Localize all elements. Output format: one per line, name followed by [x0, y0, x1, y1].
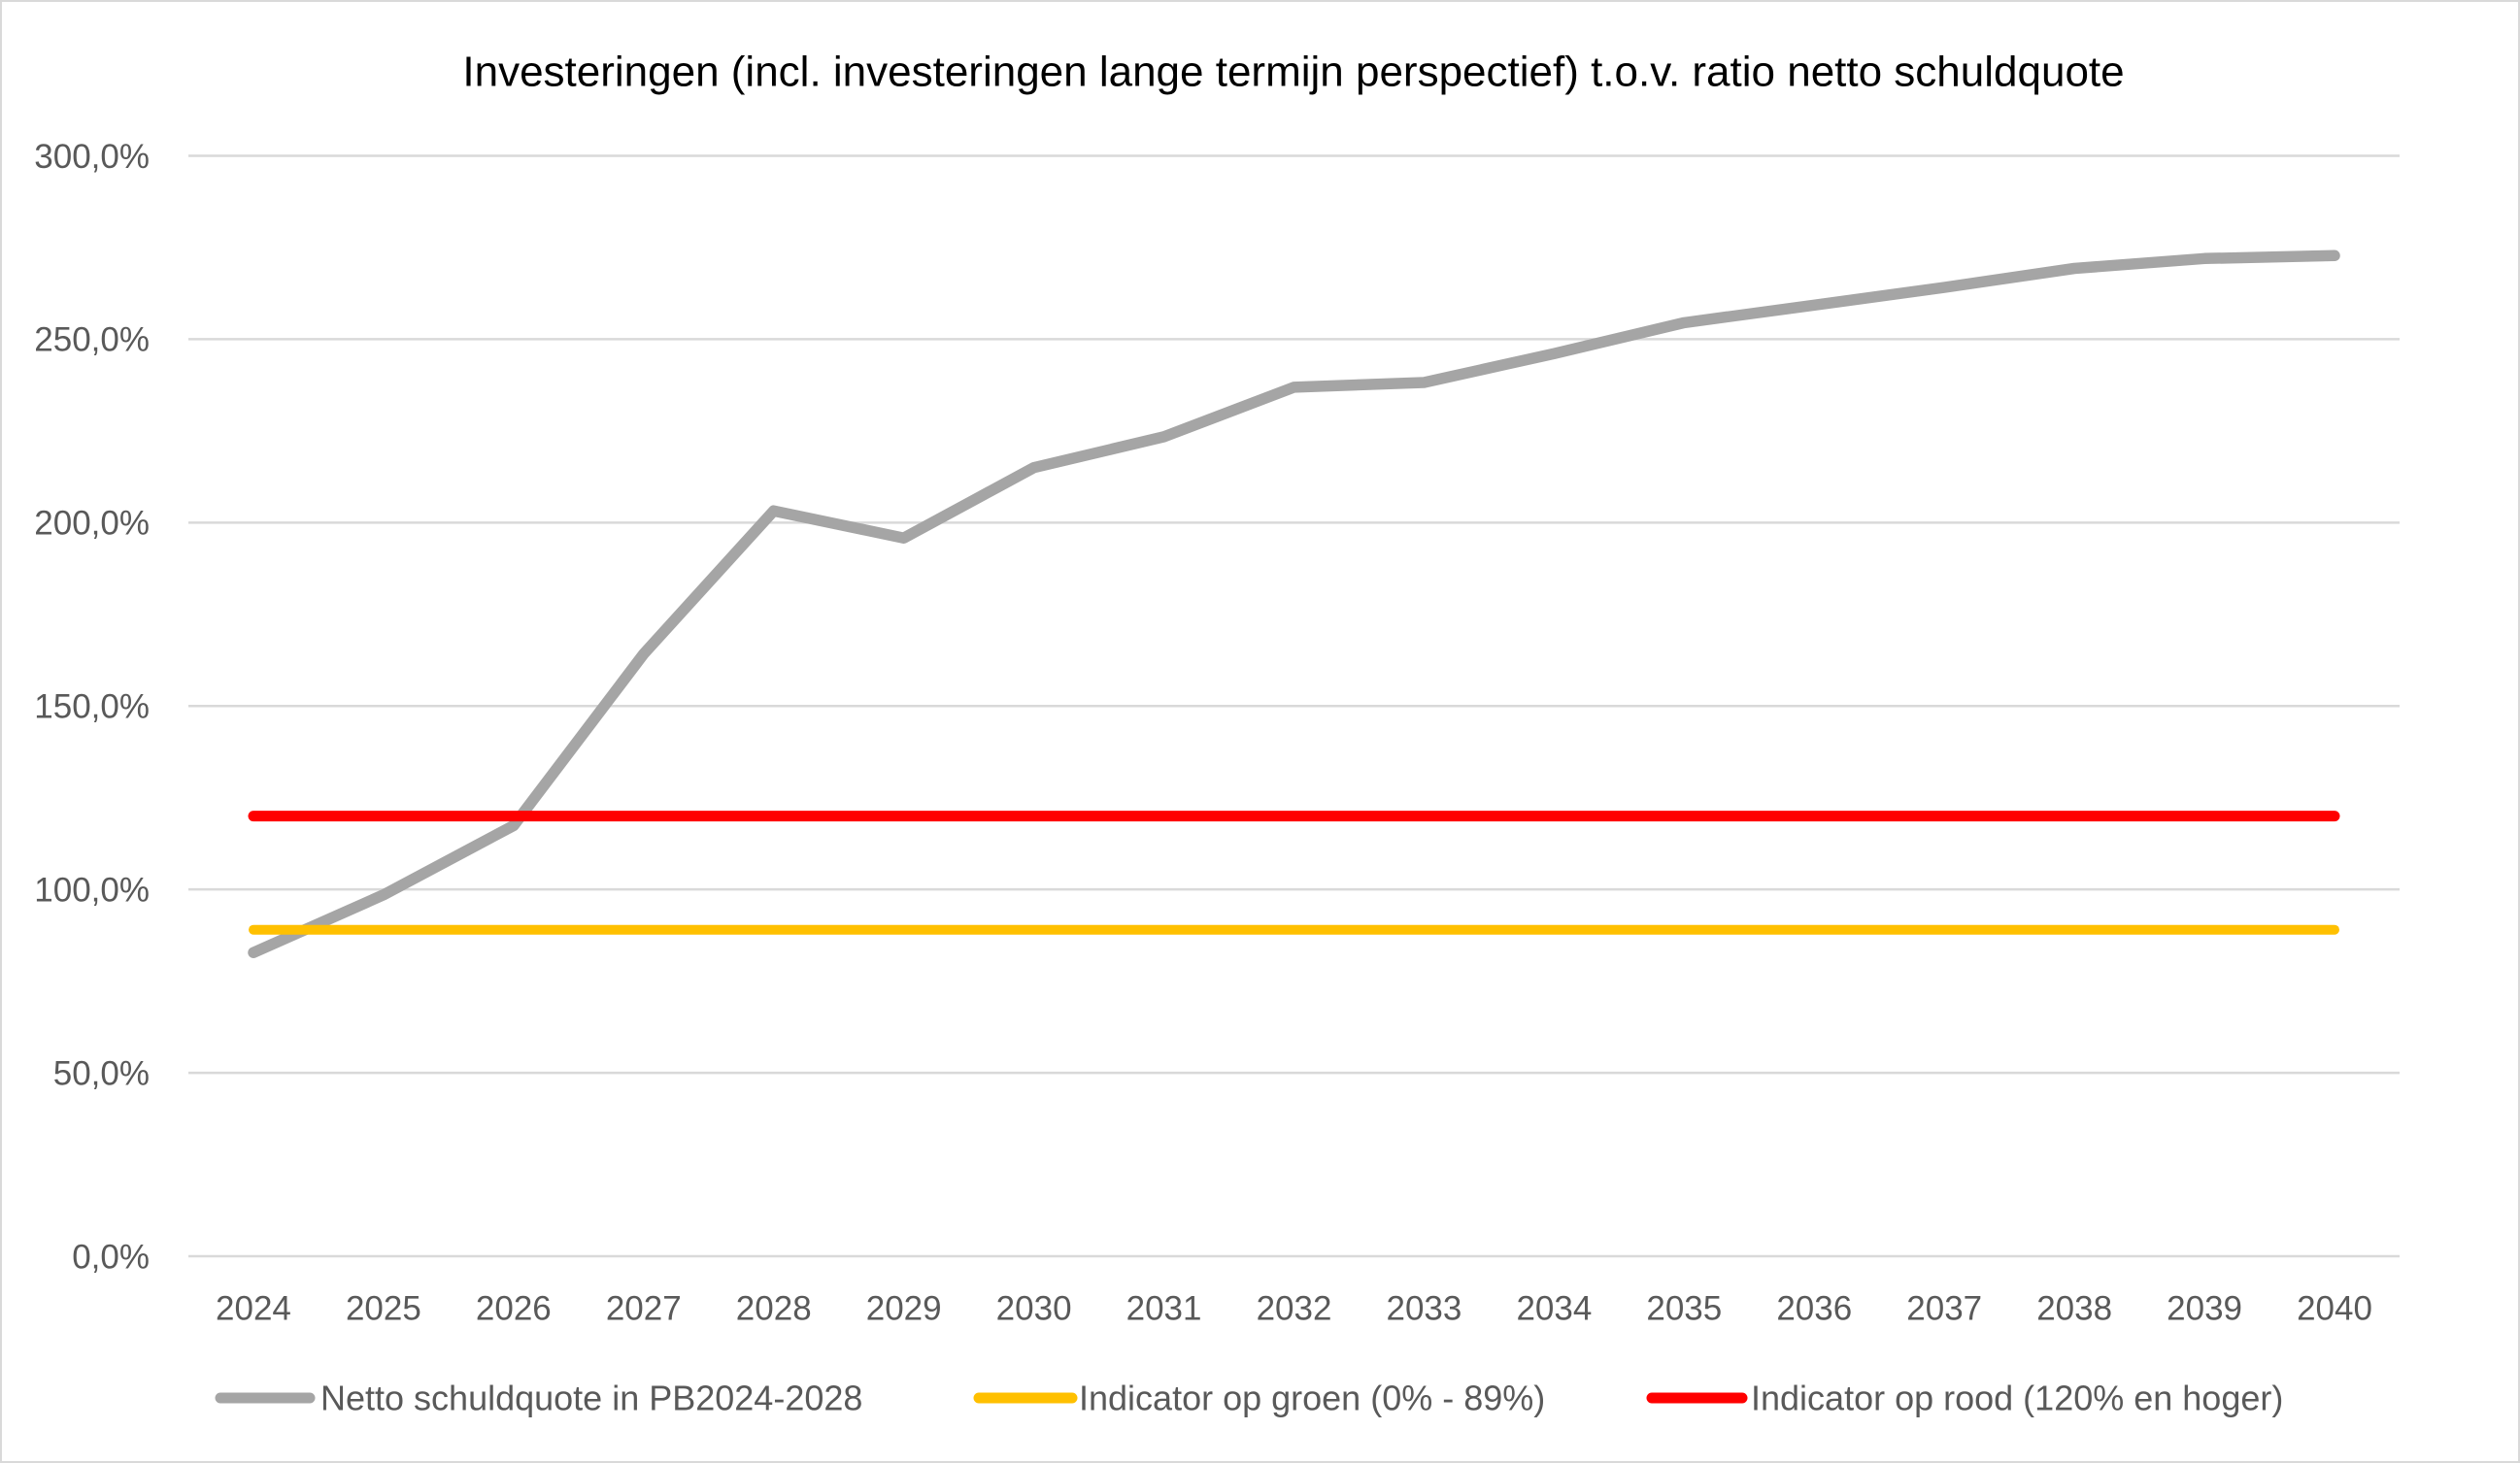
legend-label: Indicator op rood (120% en hoger) — [1751, 1379, 2283, 1418]
x-axis-labels: 2024 2025 2026 2027 2028 2029 2030 2031 2032 2033… — [216, 1289, 2372, 1327]
series-lines — [248, 249, 2340, 958]
x-tick-label: 2034 — [1516, 1289, 1592, 1327]
gridlines — [188, 154, 2400, 1258]
x-tick-label: 2032 — [1257, 1289, 1332, 1327]
legend-entry-3: Indicator op rood (120% en hoger) — [1646, 1379, 2283, 1418]
legend-entry-2: Indicator op groen (0% - 89%) — [973, 1379, 1545, 1418]
x-tick-label: 2028 — [736, 1289, 812, 1327]
x-tick-label: 2024 — [216, 1289, 291, 1327]
legend-label: Indicator op groen (0% - 89%) — [1079, 1379, 1545, 1418]
legend: Netto schuldquote in PB2024-2028 Indicato… — [215, 1379, 2283, 1418]
x-tick-label: 2031 — [1126, 1289, 1202, 1327]
series-line-1 — [248, 249, 2340, 958]
y-tick-label: 150,0% — [34, 688, 150, 726]
x-tick-label: 2035 — [1646, 1289, 1722, 1327]
y-tick-label: 200,0% — [34, 505, 150, 543]
x-tick-label: 2037 — [1906, 1289, 1982, 1327]
y-tick-label: 0,0% — [72, 1238, 150, 1276]
y-axis-labels: 0,0% 50,0% 100,0% 150,0% 200,0% 250,0% 300,0% — [34, 138, 150, 1277]
y-tick-label: 50,0% — [53, 1054, 150, 1092]
x-tick-label: 2040 — [2297, 1289, 2372, 1327]
y-tick-label: 300,0% — [34, 138, 150, 176]
chart-title: Investeringen (incl. investeringen lange… — [462, 48, 2124, 95]
legend-label: Netto schuldquote in PB2024-2028 — [320, 1379, 862, 1418]
legend-entry-1: Netto schuldquote in PB2024-2028 — [215, 1379, 862, 1418]
x-tick-label: 2027 — [606, 1289, 682, 1327]
x-tick-label: 2038 — [2036, 1289, 2112, 1327]
x-tick-label: 2033 — [1387, 1289, 1462, 1327]
x-tick-label: 2029 — [866, 1289, 942, 1327]
y-tick-label: 250,0% — [34, 321, 150, 359]
y-tick-label: 100,0% — [34, 871, 150, 909]
x-tick-label: 2036 — [1776, 1289, 1852, 1327]
x-tick-label: 2025 — [346, 1289, 421, 1327]
x-tick-label: 2030 — [996, 1289, 1072, 1327]
x-tick-label: 2026 — [476, 1289, 552, 1327]
x-tick-label: 2039 — [2167, 1289, 2242, 1327]
